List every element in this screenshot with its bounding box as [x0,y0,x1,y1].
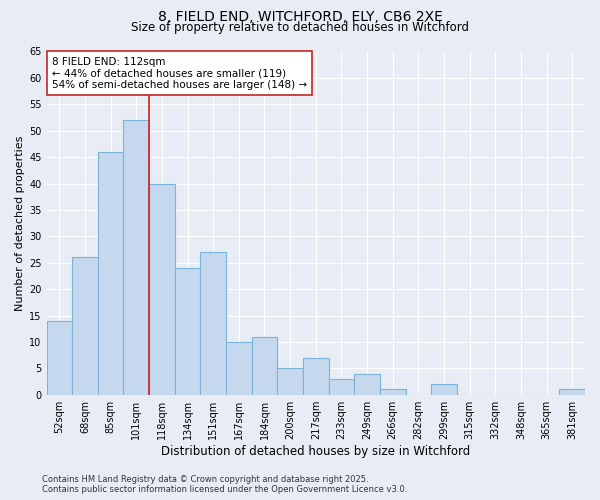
Text: Size of property relative to detached houses in Witchford: Size of property relative to detached ho… [131,21,469,34]
Bar [124,120,149,394]
Bar [251,336,277,394]
Bar [226,342,251,394]
Bar [200,252,226,394]
Bar [47,321,72,394]
Bar [72,258,98,394]
Bar [559,390,585,394]
Bar [380,390,406,394]
Y-axis label: Number of detached properties: Number of detached properties [15,136,25,311]
Bar [149,184,175,394]
Bar [98,152,124,394]
Text: 8, FIELD END, WITCHFORD, ELY, CB6 2XE: 8, FIELD END, WITCHFORD, ELY, CB6 2XE [158,10,442,24]
Bar [431,384,457,394]
Bar [329,379,354,394]
Text: Contains HM Land Registry data © Crown copyright and database right 2025.
Contai: Contains HM Land Registry data © Crown c… [42,474,407,494]
Bar [303,358,329,395]
X-axis label: Distribution of detached houses by size in Witchford: Distribution of detached houses by size … [161,444,470,458]
Text: 8 FIELD END: 112sqm
← 44% of detached houses are smaller (119)
54% of semi-detac: 8 FIELD END: 112sqm ← 44% of detached ho… [52,56,307,90]
Bar [354,374,380,394]
Bar [175,268,200,394]
Bar [277,368,303,394]
